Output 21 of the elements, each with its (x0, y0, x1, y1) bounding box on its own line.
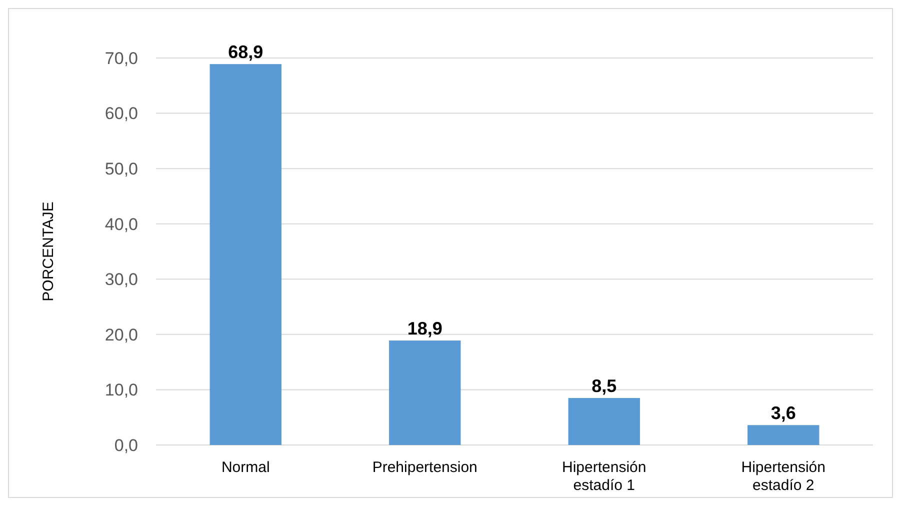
bar (389, 340, 461, 445)
bar (748, 425, 820, 445)
x-tick-label: Hipertensión estadío 2 (741, 459, 826, 494)
data-label: 18,9 (407, 318, 442, 339)
x-tick-label: Hipertensión estadío 1 (562, 459, 646, 494)
y-axis-title: PORCENTAJE (40, 202, 57, 302)
data-label: 68,9 (228, 42, 264, 62)
bar (568, 398, 640, 445)
y-tick-label: 0,0 (114, 436, 138, 455)
y-tick-label: 40,0 (104, 214, 138, 234)
y-tick-label: 10,0 (104, 380, 138, 400)
y-tick-label: 50,0 (104, 160, 138, 179)
x-tick-label: Normal (221, 459, 270, 476)
data-label: 8,5 (592, 376, 617, 396)
y-tick-label: 20,0 (104, 325, 138, 344)
bar (210, 64, 282, 445)
data-label: 3,6 (770, 403, 796, 424)
y-tick-label: 70,0 (104, 48, 138, 68)
x-tick-label: Prehipertension (372, 459, 478, 476)
y-tick-label: 30,0 (104, 270, 138, 290)
y-tick-label: 60,0 (104, 104, 138, 124)
